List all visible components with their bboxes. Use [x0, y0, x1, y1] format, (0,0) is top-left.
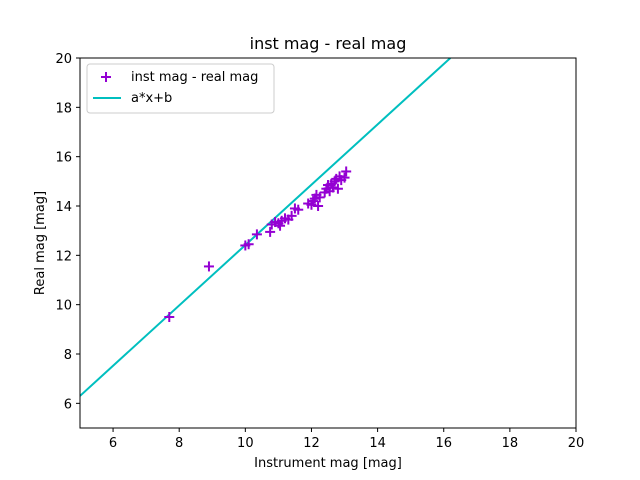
x-tick-label: 8	[175, 436, 183, 451]
legend-label-fit-line: a*x+b	[131, 91, 172, 106]
y-axis-label: Real mag [mag]	[33, 191, 48, 295]
x-tick-label: 14	[369, 436, 386, 451]
y-tick-label: 8	[64, 348, 72, 363]
scatter-point	[332, 183, 343, 194]
x-axis-label: Instrument mag [mag]	[254, 456, 402, 471]
scatter-point	[203, 261, 214, 272]
y-tick-label: 16	[55, 151, 72, 166]
scatter-point	[251, 229, 262, 240]
scatter-point	[293, 204, 304, 215]
fit-line	[80, 58, 452, 397]
legend-scatter-marker	[101, 72, 111, 82]
y-tick-label: 20	[55, 52, 72, 67]
scatter-point	[243, 239, 254, 250]
scatter-point	[286, 210, 297, 221]
scatter-point	[341, 166, 352, 177]
y-tick-label: 14	[55, 200, 72, 215]
y-tick-label: 10	[55, 299, 72, 314]
x-tick-label: 20	[568, 436, 585, 451]
x-tick-label: 16	[435, 436, 452, 451]
legend-box	[86, 63, 275, 114]
axis-ticks: 6 8 10 12 14 16 18 20 6 8 10 12 14 16 18 20	[55, 52, 584, 451]
x-tick-label: 18	[502, 436, 519, 451]
scatter-point	[339, 172, 350, 183]
scatter-point	[314, 192, 325, 203]
scatter-point	[265, 226, 276, 237]
scatter-point	[313, 201, 324, 211]
y-tick-label: 18	[55, 101, 72, 116]
scatter-point	[275, 220, 286, 231]
scatter-point	[327, 182, 338, 193]
chart-title: inst mag - real mag	[250, 34, 407, 53]
plot-area	[80, 58, 452, 397]
x-tick-label: 10	[237, 436, 254, 451]
axes-frame	[79, 57, 577, 429]
y-tick-label: 6	[64, 397, 72, 412]
x-tick-label: 6	[109, 436, 117, 451]
scatter-point	[164, 312, 175, 322]
y-tick-label: 12	[55, 249, 72, 264]
x-tick-label: 12	[303, 436, 320, 451]
legend-label-scatter: inst mag - real mag	[131, 70, 258, 85]
legend: inst mag - real mag a*x+b	[86, 63, 275, 114]
